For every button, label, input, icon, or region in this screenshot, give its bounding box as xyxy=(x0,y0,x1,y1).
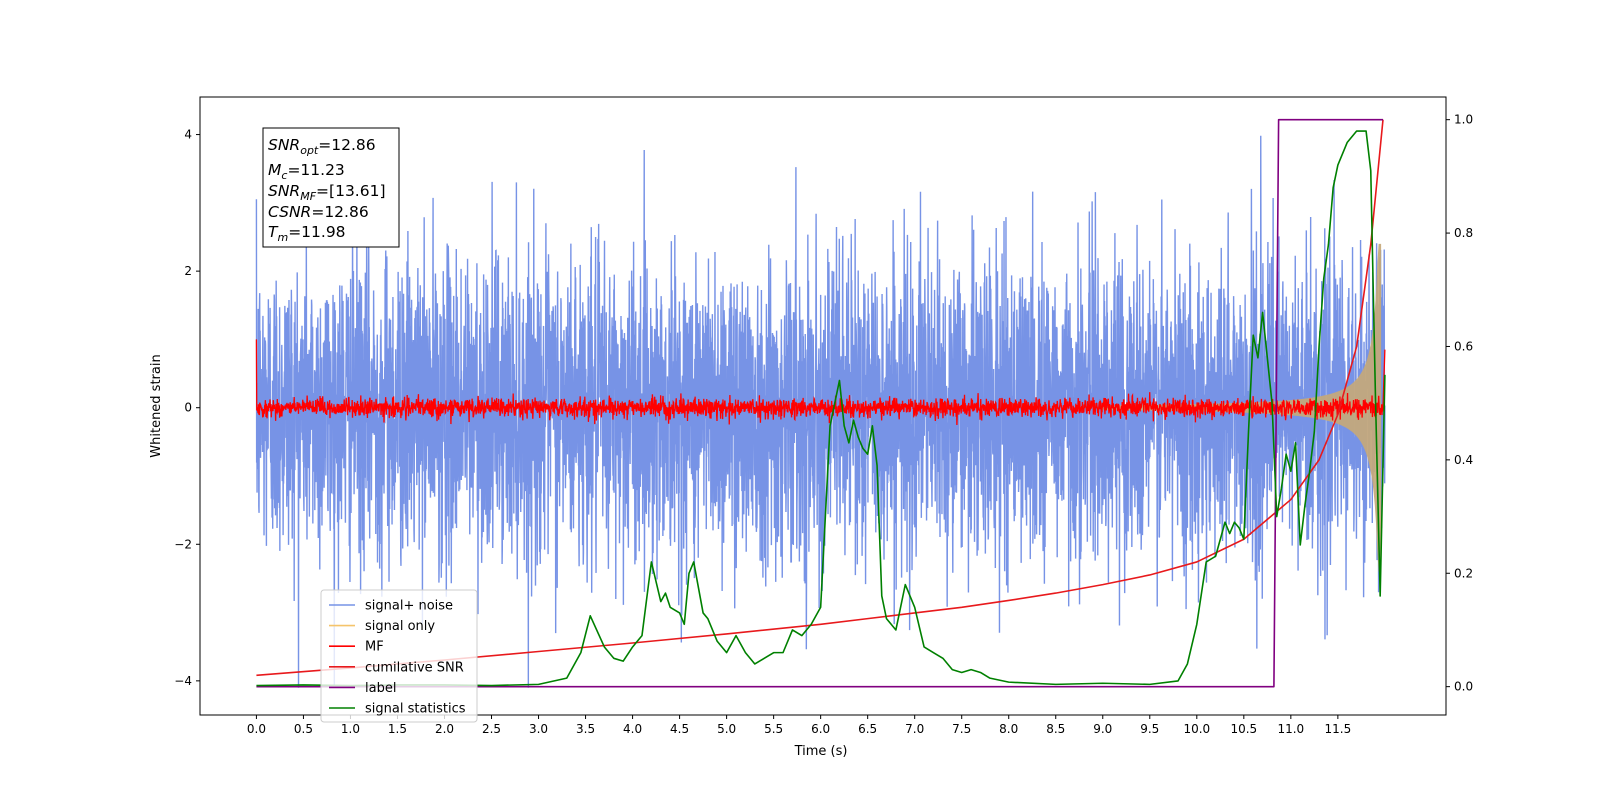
x-tick-label: 10.0 xyxy=(1183,722,1210,736)
x-tick-label: 7.5 xyxy=(952,722,971,736)
y-tick-label: 4 xyxy=(184,128,192,142)
x-tick-label: 6.0 xyxy=(811,722,830,736)
x-tick-label: 4.5 xyxy=(670,722,689,736)
x-axis-label: Time (s) xyxy=(794,744,848,759)
x-tick-label: 5.5 xyxy=(764,722,783,736)
x-axis: 0.0 0.5 1.0 1.5 2.0 2.5 3.0 3.5 4.0 4.5 5.0 5.5 6.0 6… xyxy=(247,715,1351,736)
y-axis-left: 4 2 0 −2 −4 xyxy=(174,128,200,688)
legend-label: signal only xyxy=(365,619,435,634)
series-cumulative-snr xyxy=(256,119,1384,677)
info-snr-mf: SNRMF=[13.61] xyxy=(268,182,386,203)
info-tm: Tm=11.98 xyxy=(268,223,346,244)
x-tick-label: 3.0 xyxy=(529,722,548,736)
plot-frame xyxy=(199,96,1447,716)
x-tick-label: 5.0 xyxy=(717,722,736,736)
legend-label: signal statistics xyxy=(365,702,466,717)
x-tick-label: 10.5 xyxy=(1230,722,1257,736)
x-tick-label: 11.0 xyxy=(1277,722,1304,736)
x-tick-label: 2.0 xyxy=(435,722,454,736)
x-tick-label: 0.0 xyxy=(247,722,266,736)
x-tick-label: 7.0 xyxy=(905,722,924,736)
y-axis-right: 1.0 0.8 0.6 0.4 0.2 0.0 xyxy=(1446,113,1473,694)
y2-tick-label: 0.0 xyxy=(1454,680,1473,694)
x-tick-label: 2.5 xyxy=(482,722,501,736)
x-tick-label: 11.5 xyxy=(1324,722,1351,736)
series-signal-noise xyxy=(255,135,1386,688)
y-axis-label: Whitened strain xyxy=(149,354,164,457)
y2-tick-label: 0.4 xyxy=(1454,453,1473,467)
x-tick-label: 8.0 xyxy=(999,722,1018,736)
y-tick-label: −2 xyxy=(174,537,192,551)
x-tick-label: 9.5 xyxy=(1140,722,1159,736)
series-signal-statistics xyxy=(256,130,1386,687)
x-tick-label: 9.0 xyxy=(1093,722,1112,736)
x-tick-label: 8.5 xyxy=(1046,722,1065,736)
y2-tick-label: 0.2 xyxy=(1454,566,1473,580)
x-tick-label: 3.5 xyxy=(576,722,595,736)
x-tick-label: 6.5 xyxy=(858,722,877,736)
y2-tick-label: 1.0 xyxy=(1454,113,1473,127)
y2-tick-label: 0.8 xyxy=(1454,226,1473,240)
series-label xyxy=(256,118,1383,688)
y2-tick-label: 0.6 xyxy=(1454,339,1473,353)
legend-label: cumilative SNR xyxy=(365,660,464,675)
x-tick-label: 0.5 xyxy=(294,722,313,736)
y-tick-label: 2 xyxy=(184,264,192,278)
x-tick-label: 1.5 xyxy=(388,722,407,736)
legend: signal+ noise signal only MF cumilative SNR… xyxy=(320,589,478,723)
x-tick-label: 1.0 xyxy=(341,722,360,736)
legend-label: MF xyxy=(365,640,384,655)
legend-label: label xyxy=(365,681,396,696)
series-layer xyxy=(255,118,1386,688)
info-csnr: CSNR=12.86 xyxy=(268,203,369,221)
y-tick-label: −4 xyxy=(174,674,192,688)
legend-label: signal+ noise xyxy=(365,599,453,614)
y-tick-label: 0 xyxy=(184,401,192,415)
info-box: SNRopt=12.86 Mc=11.23 SNRMF=[13.61] CSNR… xyxy=(262,127,400,248)
x-tick-label: 4.0 xyxy=(623,722,642,736)
info-mc: Mc=11.23 xyxy=(268,161,345,182)
series-mf xyxy=(255,339,1386,425)
info-snr-opt: SNRopt=12.86 xyxy=(268,136,376,157)
